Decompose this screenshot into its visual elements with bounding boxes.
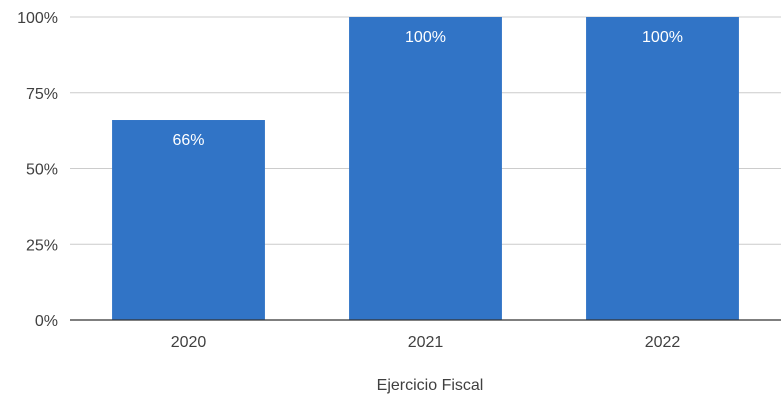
data-label-2022: 100%	[642, 29, 683, 46]
bar-2020	[112, 120, 265, 321]
y-tick-label: 25%	[26, 237, 58, 254]
x-axis-title: Ejercicio Fiscal	[377, 377, 484, 394]
data-label-2020: 66%	[172, 132, 204, 149]
x-tick-label: 2022	[645, 334, 681, 351]
y-tick-label: 75%	[26, 86, 58, 103]
y-tick-label: 100%	[17, 10, 58, 27]
bars: 66% 100% 100%	[112, 17, 739, 321]
bar-2021	[349, 17, 502, 320]
data-label-2021: 100%	[405, 29, 446, 46]
x-tick-label: 2020	[171, 334, 207, 351]
x-axis-tick-labels: 2020 2021 2022	[171, 334, 681, 351]
y-tick-label: 50%	[26, 162, 58, 179]
bar-2022	[586, 17, 739, 320]
x-tick-label: 2021	[408, 334, 444, 351]
y-tick-label: 0%	[35, 313, 58, 330]
y-axis-tick-labels: 0% 25% 50% 75% 100%	[17, 10, 58, 330]
